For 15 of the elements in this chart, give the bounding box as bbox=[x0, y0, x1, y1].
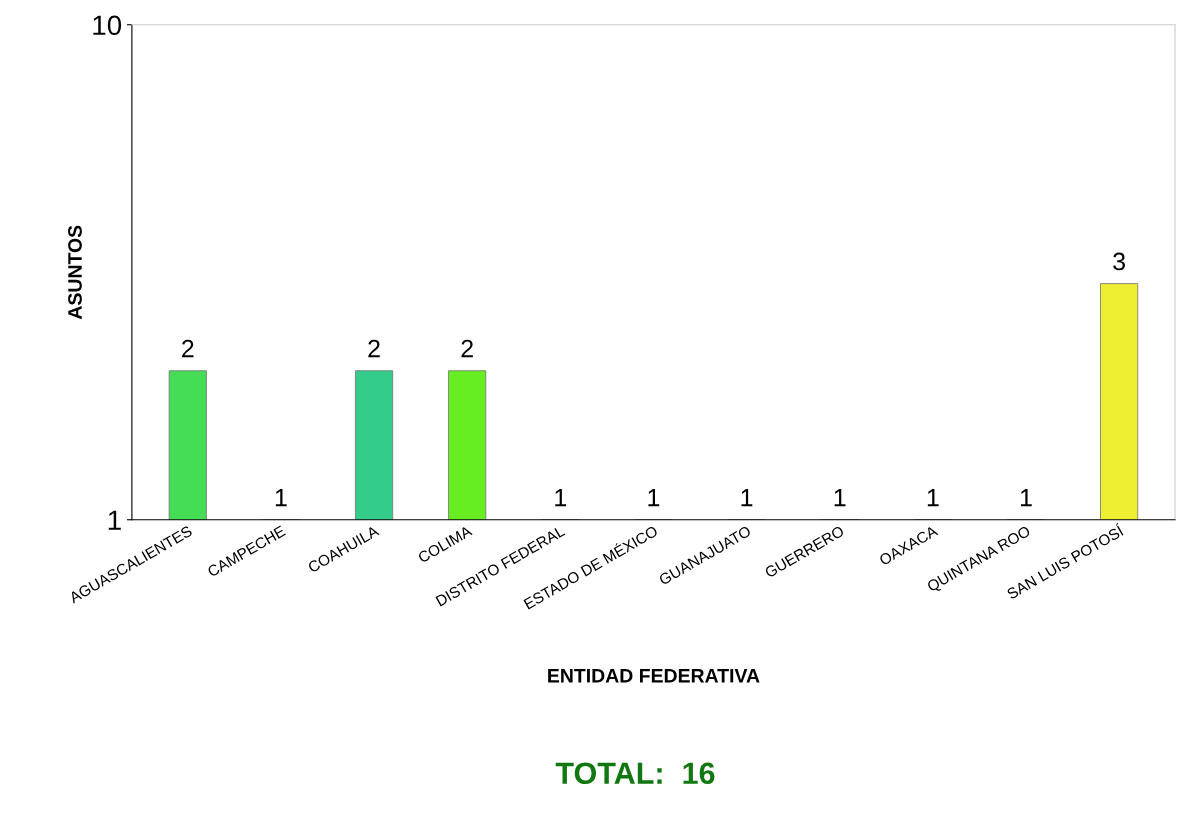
text: TOTAL: 16 bbox=[555, 762, 715, 785]
data-label: 3 bbox=[1113, 252, 1125, 271]
y-axis-title: ASUNTOS bbox=[68, 225, 82, 320]
x-axis-title: ENTIDAD FEDERATIVA bbox=[548, 669, 760, 683]
data-label: 2 bbox=[182, 339, 194, 358]
data-label: 1 bbox=[555, 489, 567, 507]
data-label: 1 bbox=[1020, 489, 1032, 507]
data-label: 2 bbox=[368, 339, 380, 358]
data-label: 1 bbox=[648, 489, 660, 507]
data-label: 1 bbox=[275, 489, 287, 507]
data-label: 1 bbox=[834, 489, 846, 507]
data-label: 2 bbox=[461, 339, 473, 358]
y-tick-label: 10 bbox=[93, 15, 122, 36]
data-label: 1 bbox=[741, 489, 753, 507]
data-label: 1 bbox=[927, 489, 939, 507]
